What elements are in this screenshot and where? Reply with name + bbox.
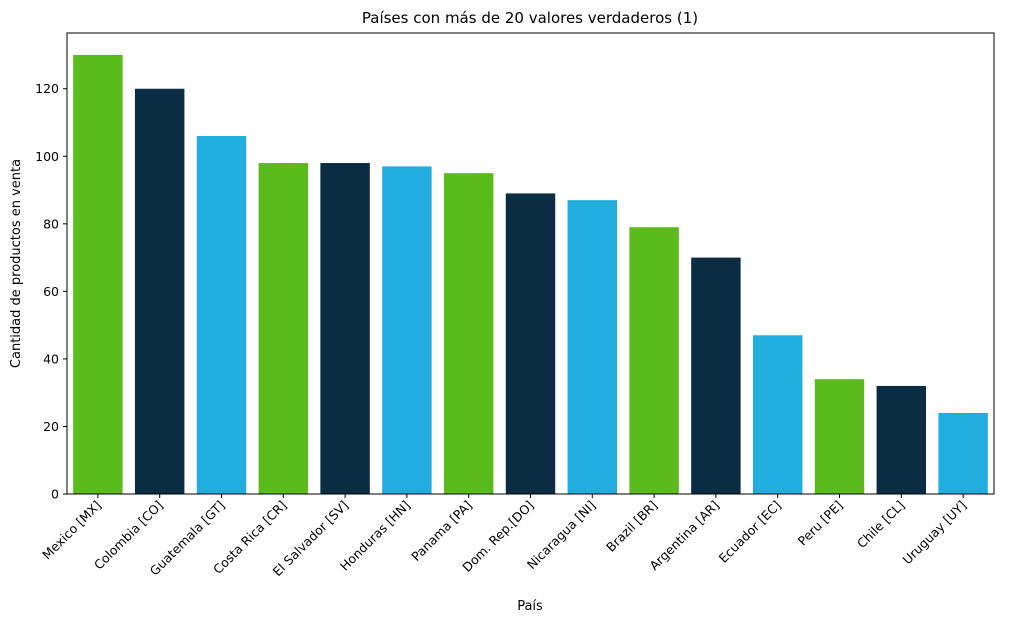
x-tick-label-12: Peru [PE] xyxy=(795,498,846,549)
x-axis-label: País xyxy=(517,599,543,614)
bar-13 xyxy=(876,385,927,494)
y-tick-label-4: 80 xyxy=(43,216,59,231)
bar-0 xyxy=(73,54,123,494)
x-tick-label-0: Mexico [MX] xyxy=(39,498,104,563)
x-tick-label-14: Uruguay [UY] xyxy=(899,498,969,568)
bar-12 xyxy=(814,379,865,494)
bar-10 xyxy=(691,257,741,494)
chart-title: Países con más de 20 valores verdaderos … xyxy=(362,9,698,27)
bars-group xyxy=(73,54,988,494)
y-tick-label-6: 120 xyxy=(35,81,59,96)
bar-1 xyxy=(134,88,185,494)
x-tick-label-11: Ecuador [EC] xyxy=(716,498,784,566)
bar-4 xyxy=(320,163,370,494)
y-axis: 0 20 40 60 80 100 120 xyxy=(35,81,67,502)
bar-11 xyxy=(752,335,803,494)
bar-6 xyxy=(443,173,494,494)
y-axis-label: Cantidad de productos en venta xyxy=(9,159,24,368)
bar-9 xyxy=(629,227,679,494)
x-axis: Mexico [MX]Colombia [CO]Guatemala [GT]Co… xyxy=(39,494,969,579)
bar-7 xyxy=(505,193,556,494)
y-tick-label-5: 100 xyxy=(35,149,59,164)
y-tick-label-0: 0 xyxy=(51,487,59,502)
x-tick-label-6: Panama [PA] xyxy=(408,498,475,565)
bar-8 xyxy=(567,200,618,494)
y-tick-label-1: 20 xyxy=(43,419,59,434)
plot-frame xyxy=(66,32,995,495)
x-tick-label-9: Brazil [BR] xyxy=(603,498,660,555)
bar-5 xyxy=(382,166,432,494)
y-tick-label-3: 60 xyxy=(43,284,59,299)
x-tick-label-13: Chile [CL] xyxy=(854,498,908,552)
y-tick-label-2: 40 xyxy=(43,351,59,366)
bar-2 xyxy=(196,136,247,494)
bar-14 xyxy=(938,412,988,494)
bar-3 xyxy=(258,163,309,494)
